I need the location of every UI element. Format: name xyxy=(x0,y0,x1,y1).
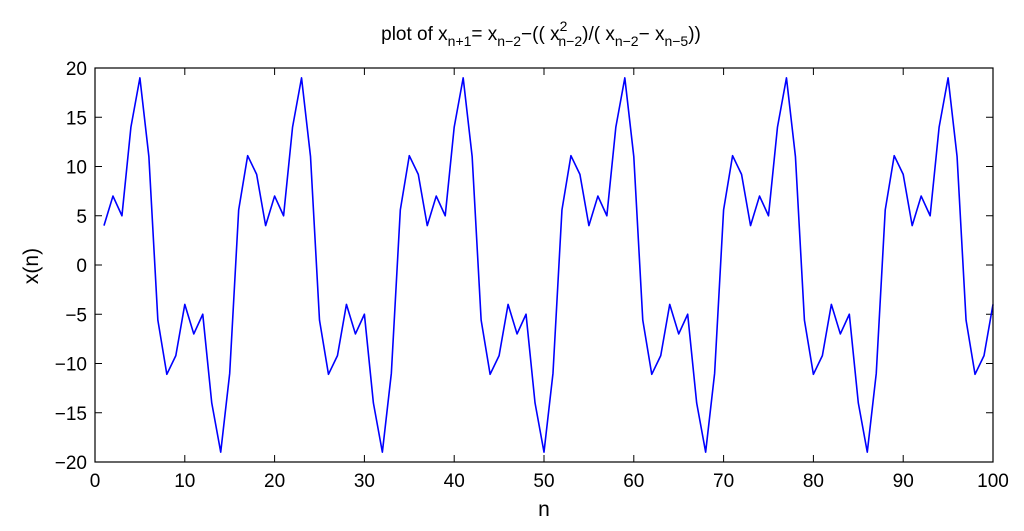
title-prefix: plot of xyxy=(381,24,438,45)
x-tick-label: 10 xyxy=(174,471,195,492)
y-tick-label: −15 xyxy=(55,404,87,425)
x-axis-title: n xyxy=(538,498,550,521)
x-tick-label: 100 xyxy=(977,471,1009,492)
x-tick-label: 60 xyxy=(623,471,644,492)
plot-frame xyxy=(94,67,994,463)
title-text: − xyxy=(639,24,655,45)
title-subscript: n+1 xyxy=(448,33,472,49)
y-tick-label: −5 xyxy=(65,305,87,326)
x-tick-label: 50 xyxy=(533,471,554,492)
title-subscript: n−2 xyxy=(497,33,521,49)
chart-title: plot of xn+1= xn−2−(( x2 n−2)/( xn−2− xn−… xyxy=(381,18,701,49)
x-tick-label: 90 xyxy=(893,471,914,492)
y-tick-label: −10 xyxy=(55,355,87,376)
y-axis-title: x(n) xyxy=(20,248,43,284)
x-tick-label: 80 xyxy=(803,471,824,492)
title-text: = xyxy=(471,24,487,45)
title-var: x xyxy=(488,24,498,45)
title-superscript: 2 xyxy=(560,18,568,34)
title-var: x xyxy=(655,24,665,45)
y-tick-label: 10 xyxy=(66,158,87,179)
x-tick-label: 30 xyxy=(354,471,375,492)
x-tick-label: 0 xyxy=(90,471,101,492)
title-var: x xyxy=(438,24,448,45)
x-tick-label: 40 xyxy=(444,471,465,492)
title-text: )) xyxy=(688,24,701,45)
series-line xyxy=(103,77,994,453)
y-tick-label: 15 xyxy=(66,108,87,129)
title-subscript: n−2 xyxy=(615,33,639,49)
y-tick-label: 20 xyxy=(66,59,87,80)
title-var: x xyxy=(550,24,560,45)
y-tick-label: −20 xyxy=(55,453,87,474)
y-tick-label: 5 xyxy=(76,207,87,228)
title-var: x xyxy=(605,24,615,45)
axis-ticks: 0 10 20 30 40 50 60 70 80 90 10020151050−5−10−15−2… xyxy=(55,59,1009,492)
x-tick-label: 70 xyxy=(713,471,734,492)
x-tick-label: 20 xyxy=(264,471,285,492)
title-text: )/( xyxy=(582,24,605,45)
title-subscript: n−5 xyxy=(664,33,688,49)
y-tick-label: 0 xyxy=(76,256,87,277)
series-layer xyxy=(103,77,994,453)
title-subscript: n−2 xyxy=(558,33,582,49)
title-text: −(( xyxy=(521,24,550,45)
